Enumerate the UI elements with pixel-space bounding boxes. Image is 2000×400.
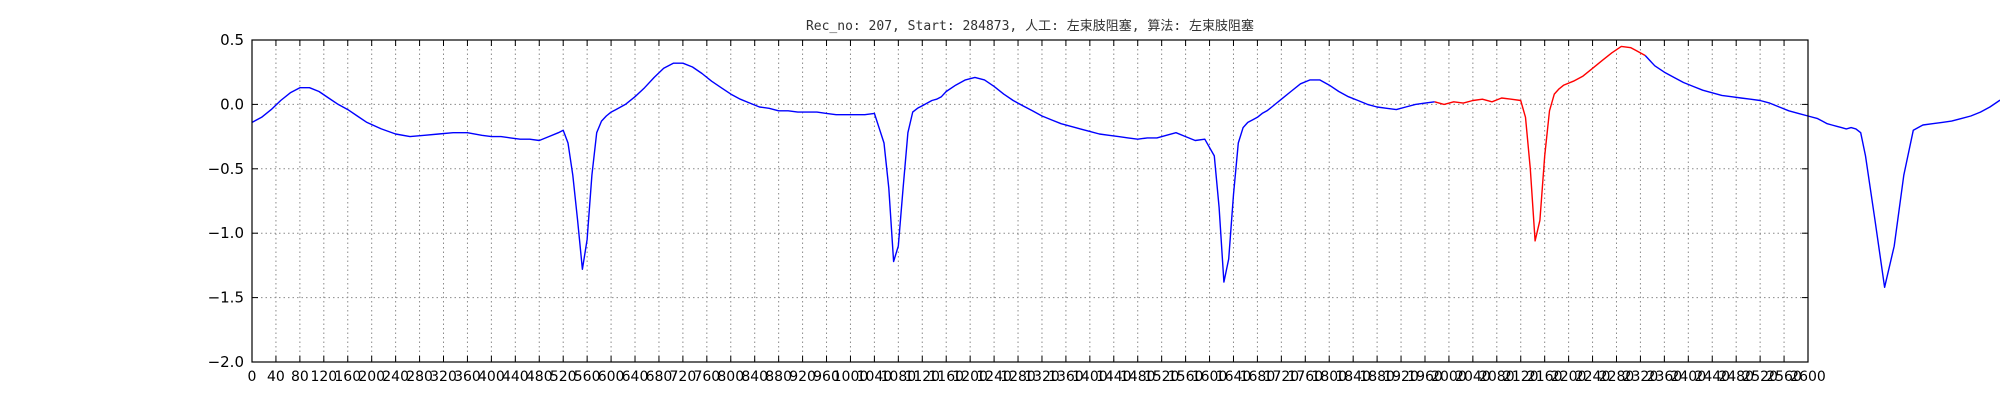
x-tick-label: 1240	[976, 369, 1012, 385]
plot-frame	[251, 39, 1809, 363]
x-tick-label: 320	[430, 369, 457, 385]
y-tick-label: −2.0	[208, 353, 244, 371]
x-tick-label: 840	[741, 369, 768, 385]
x-tick-label: 1840	[1335, 369, 1371, 385]
series-line-1	[1434, 45, 1646, 242]
y-tick-label: 0.5	[220, 31, 244, 49]
x-tick-label: 1640	[1216, 369, 1252, 385]
x-tick-label: 400	[478, 369, 505, 385]
x-tick-label: 200	[358, 369, 385, 385]
x-tick-label: 1520	[1144, 369, 1180, 385]
x-tick-label: 680	[646, 369, 673, 385]
x-tick-label: 1680	[1240, 369, 1276, 385]
x-tick-label: 2200	[1551, 369, 1587, 385]
x-tick-label: 1080	[881, 369, 917, 385]
x-tick-label: 80	[291, 369, 309, 385]
y-tick-label: −1.5	[208, 289, 244, 307]
x-tick-label: 440	[502, 369, 529, 385]
grid	[252, 40, 1809, 362]
x-tick-label: 1360	[1048, 369, 1084, 385]
x-tick-label: 160	[334, 369, 361, 385]
x-tick-label: 2280	[1599, 369, 1635, 385]
x-tick-label: 2160	[1527, 369, 1563, 385]
x-tick-label: 1000	[833, 369, 869, 385]
x-tick-label: 720	[670, 369, 697, 385]
x-tick-label: 1720	[1264, 369, 1300, 385]
x-tick-label: 2120	[1503, 369, 1539, 385]
x-tick-label: 2040	[1455, 369, 1491, 385]
x-tick-label: 1320	[1024, 369, 1060, 385]
x-tick-label: 920	[789, 369, 816, 385]
x-tick-label: 1160	[928, 369, 964, 385]
x-tick-label: 1560	[1168, 369, 1204, 385]
x-tick-label: 560	[574, 369, 601, 385]
x-tick-label: 1120	[904, 369, 940, 385]
x-tick-label: 1440	[1096, 369, 1132, 385]
chart-title: Rec_no: 207, Start: 284873, 人工: 左束肢阻塞, 算…	[806, 18, 1254, 34]
x-tick-label: 2400	[1670, 369, 1706, 385]
x-tick-label: 2080	[1479, 369, 1515, 385]
x-tick-label: 520	[550, 369, 577, 385]
x-tick-label: 2560	[1766, 369, 1802, 385]
x-tick-label: 1800	[1311, 369, 1347, 385]
x-tick-label: 1400	[1072, 369, 1108, 385]
x-tick-label: 2360	[1647, 369, 1683, 385]
x-tick-label: 1760	[1287, 369, 1323, 385]
x-tick-label: 280	[406, 369, 433, 385]
x-tick-label: 1280	[1000, 369, 1036, 385]
x-tick-label: 1200	[952, 369, 988, 385]
x-tick-label: 2480	[1718, 369, 1754, 385]
x-tick-label: 1600	[1192, 369, 1228, 385]
x-tick-label: 2440	[1694, 369, 1730, 385]
series-line-0	[251, 62, 1435, 283]
x-tick-label: 2600	[1790, 369, 1826, 385]
series-line-2	[1644, 55, 2000, 288]
y-tick-label: −0.5	[208, 160, 244, 178]
x-tick-label: 760	[693, 369, 720, 385]
x-tick-label: 1920	[1383, 369, 1419, 385]
x-tick-label: 2520	[1742, 369, 1778, 385]
x-tick-label: 0	[248, 369, 257, 385]
x-tick-label: 1040	[857, 369, 893, 385]
x-tick-label: 360	[454, 369, 481, 385]
x-tick-label: 1480	[1120, 369, 1156, 385]
x-tick-label: 800	[717, 369, 744, 385]
axis-ticks: 0.50.0−0.5−1.0−1.5−2.00 40 80 1201602002402…	[208, 31, 1826, 385]
x-tick-label: 240	[382, 369, 409, 385]
x-tick-label: 40	[267, 369, 285, 385]
x-tick-label: 2240	[1575, 369, 1611, 385]
x-tick-label: 1880	[1359, 369, 1395, 385]
x-tick-label: 480	[526, 369, 553, 385]
x-tick-label: 120	[310, 369, 337, 385]
plot-area	[251, 45, 2000, 288]
y-tick-label: −1.0	[208, 224, 244, 242]
x-tick-label: 1960	[1407, 369, 1443, 385]
x-tick-label: 640	[622, 369, 649, 385]
x-tick-label: 960	[813, 369, 840, 385]
x-tick-label: 600	[598, 369, 625, 385]
y-tick-label: 0.0	[220, 95, 244, 113]
x-tick-label: 2000	[1431, 369, 1467, 385]
x-tick-label: 880	[765, 369, 792, 385]
x-tick-label: 2320	[1623, 369, 1659, 385]
